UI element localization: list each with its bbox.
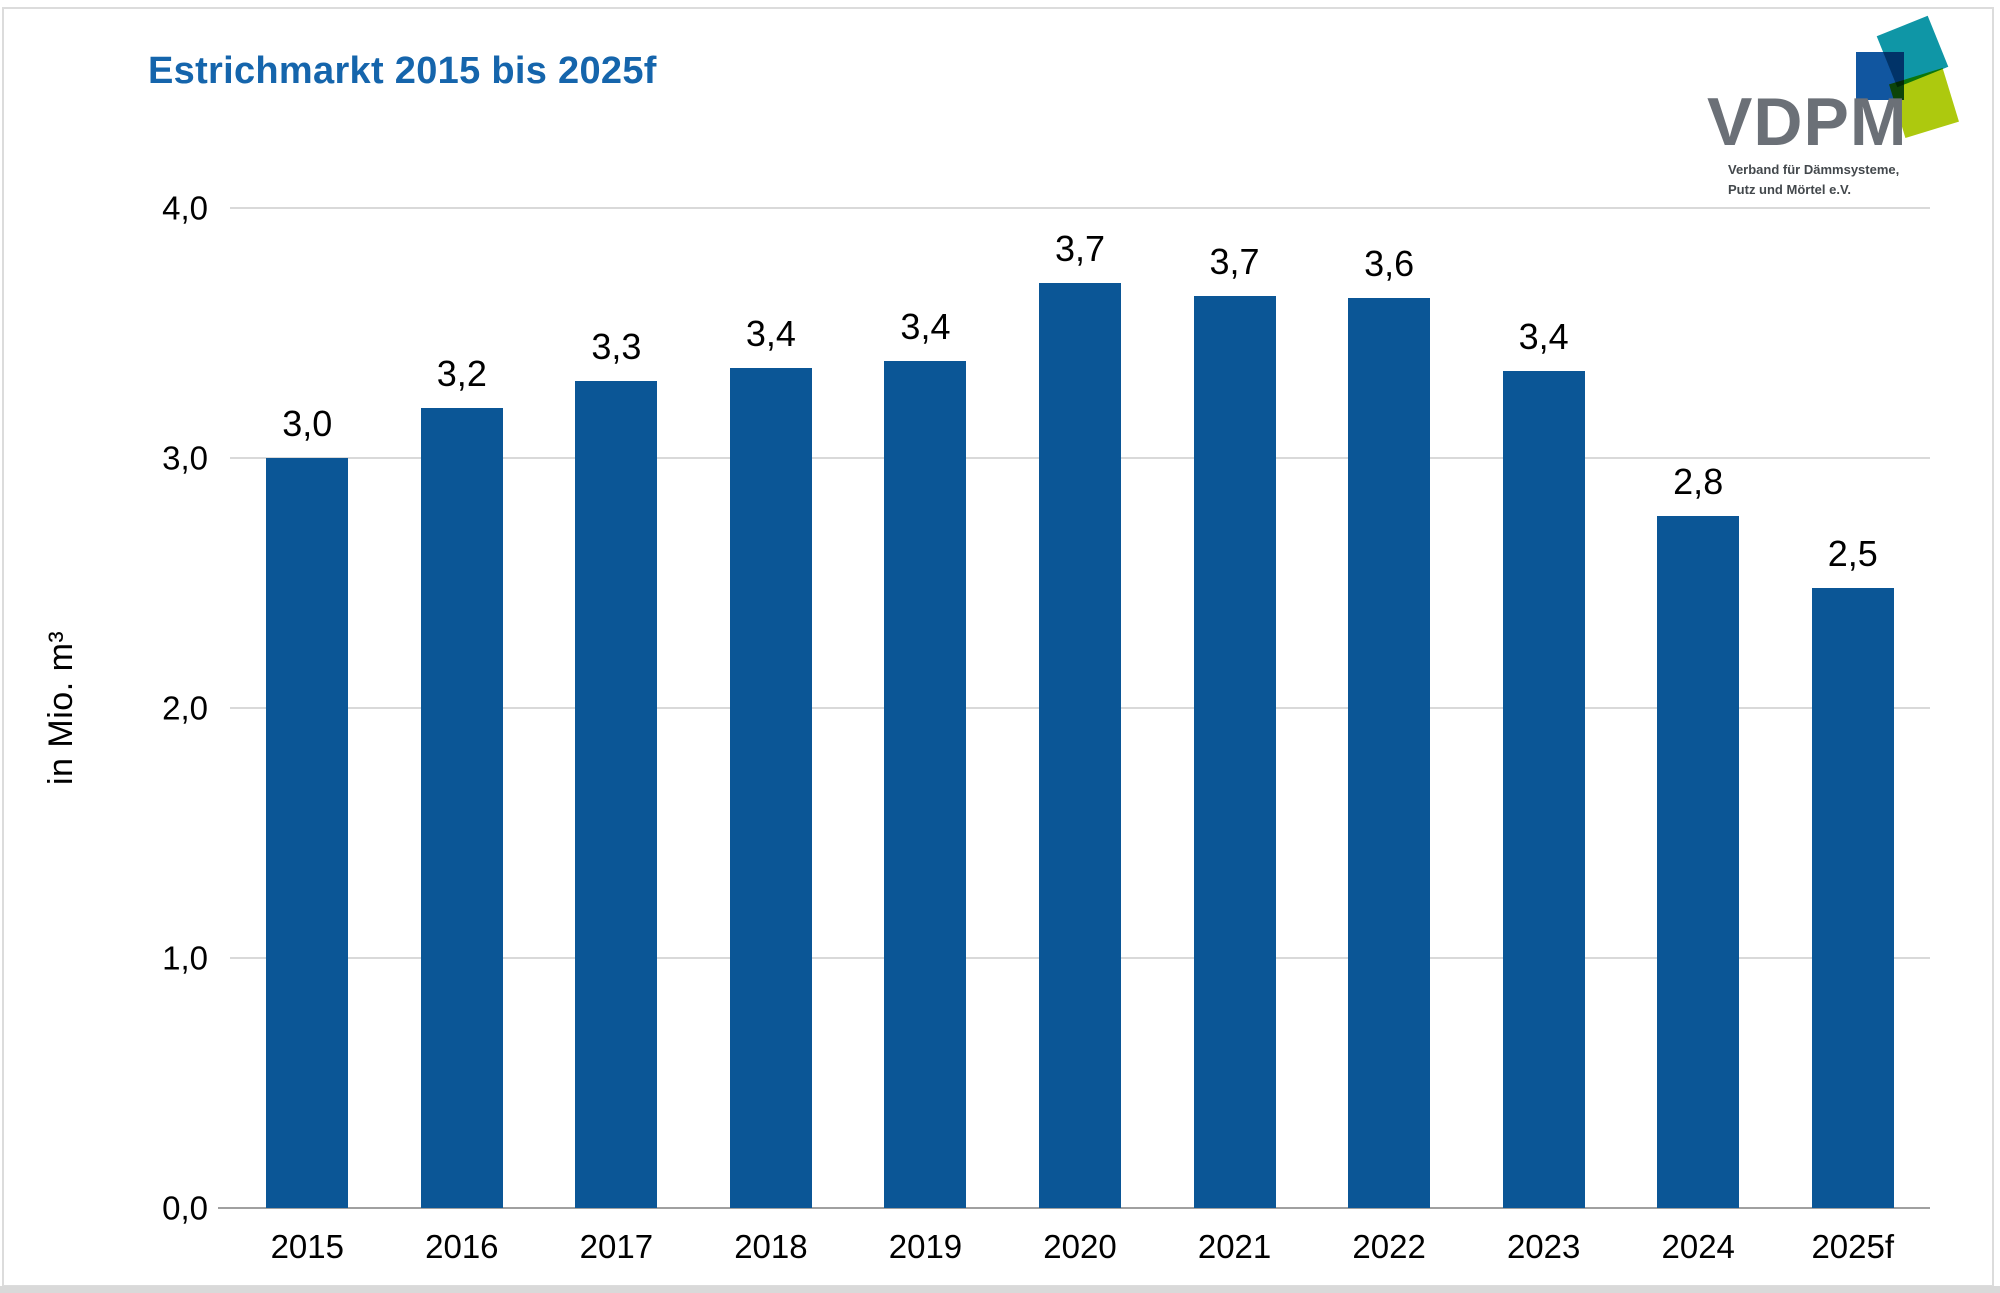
x-axis-tick-label: 2016 [425, 1228, 499, 1265]
vdpm-wordmark: VDPM [1707, 84, 1908, 160]
bar-group-2021: 3,7 2021 [1157, 208, 1312, 1263]
bar-value-label: 3,4 [900, 305, 951, 347]
x-axis-tick-label: 2024 [1661, 1228, 1735, 1265]
bar-group-2019: 3,4 2019 [848, 208, 1003, 1263]
bar [1039, 283, 1121, 1208]
x-axis-tick-label: 2021 [1197, 1228, 1272, 1265]
bar-group-2015: 3,0 2015 [230, 208, 385, 1263]
bar [729, 368, 812, 1208]
y-axis-tick-label: 0,0 [162, 1189, 208, 1227]
bar-group-2022: 3,6 2022 [1312, 208, 1467, 1263]
y-axis-tick-label: 3,0 [162, 439, 208, 477]
bar-value-label: 3,0 [282, 403, 333, 444]
bar-group-2018: 3,4 2018 [694, 208, 849, 1263]
bar-value-label: 2,5 [1827, 533, 1878, 574]
bar [575, 380, 658, 1208]
x-axis-tick-label: 2020 [1043, 1228, 1117, 1265]
y-axis-tick-label: 2,0 [162, 689, 208, 727]
bar-value-label: 3,4 [1518, 315, 1569, 357]
bar [1193, 295, 1276, 1208]
bar-group-2025f: 2,5 2025f [1775, 208, 1930, 1264]
bar-value-label: 2,8 [1673, 460, 1724, 502]
bar [266, 458, 349, 1208]
vdpm-subtitle: Verband für Dämmsysteme, Putz und Mörtel… [1728, 160, 1899, 200]
bar [1348, 298, 1431, 1208]
x-axis-tick-label: 2018 [734, 1228, 808, 1265]
vdpm-subtitle-line1: Verband für Dämmsysteme, [1728, 162, 1900, 177]
bar-value-label: 3,2 [436, 353, 487, 394]
x-axis-tick-label: 2019 [888, 1228, 963, 1265]
bar-group-2023: 3,4 2023 [1466, 208, 1621, 1263]
bar-group-2016: 3,2 2016 [385, 208, 540, 1263]
chart-title: Estrichmarkt 2015 bis 2025f [148, 50, 657, 92]
bar-group-2024: 2,8 2024 [1621, 208, 1776, 1263]
vdpm-logo-squares [1853, 14, 1963, 139]
bar-value-label: 3,7 [1209, 240, 1260, 282]
x-axis-tick-label: 2015 [270, 1228, 344, 1265]
bar [420, 408, 503, 1208]
bar-value-label: 3,3 [591, 325, 642, 367]
plot-area: 4,0 3,0 2,0 1,0 0,0 3,0 2015 3,2 2016 3,… [162, 192, 1930, 1264]
y-axis-tick-label: 1,0 [162, 939, 208, 977]
bar [1657, 515, 1740, 1208]
y-axis-title: in Mio. m³ [42, 630, 80, 786]
bar-group-2017: 3,3 2017 [539, 208, 694, 1263]
bottom-strip [0, 1286, 2000, 1293]
bar-value-label: 3,7 [1054, 228, 1106, 269]
bar-group-2020: 3,7 2020 [1003, 208, 1158, 1263]
vdpm-subtitle-line2: Putz und Mörtel e.V. [1728, 182, 1852, 198]
bar [884, 360, 967, 1208]
x-axis-tick-label: 2017 [579, 1228, 654, 1265]
x-axis-line [218, 1207, 1930, 1209]
vdpm-logo: VDPM Verband für Dämmsysteme, Putz und M… [1695, 12, 1980, 202]
bar [1811, 588, 1894, 1208]
bar-value-label: 3,4 [745, 313, 796, 354]
x-axis-tick-label: 2023 [1506, 1228, 1581, 1265]
x-axis-tick-label: 2025f [1811, 1228, 1895, 1265]
bar-value-label: 3,6 [1364, 243, 1415, 284]
bar-series: 3,0 2015 3,2 2016 3,3 2017 3,4 2018 3,4 [230, 208, 1930, 1264]
y-axis-tick-label: 4,0 [162, 189, 208, 227]
x-axis-tick-label: 2022 [1352, 1228, 1426, 1265]
gridline [230, 207, 1930, 209]
bar [1502, 370, 1585, 1208]
